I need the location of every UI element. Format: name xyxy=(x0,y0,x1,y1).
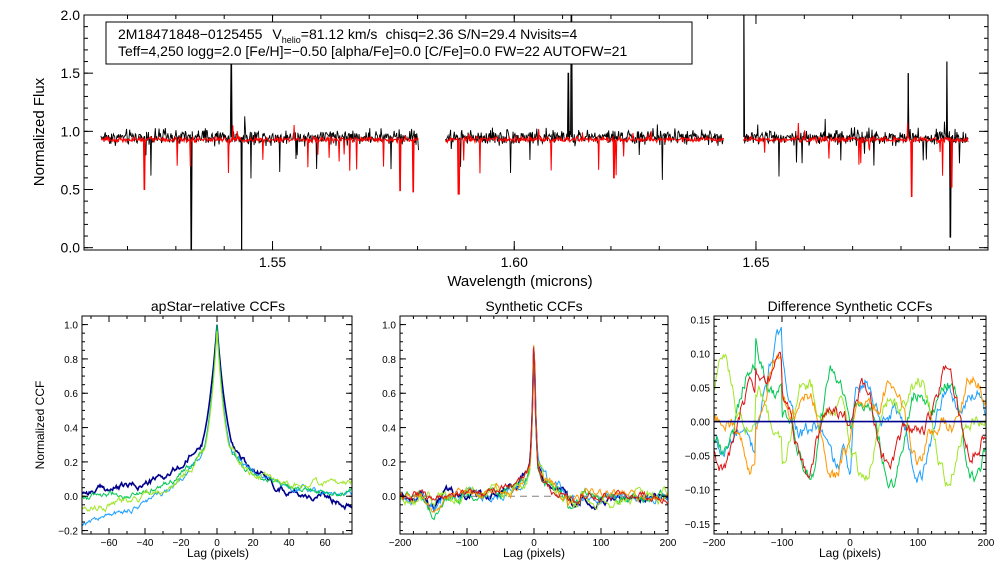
ccf-synthetic-title: Synthetic CCFs xyxy=(485,298,582,314)
ccf-apstar-title: apStar−relative CCFs xyxy=(151,298,285,314)
spectrum-series-synthetic xyxy=(100,124,419,193)
x-tick-label: −100 xyxy=(456,538,479,549)
ccf-synthetic-series-6 xyxy=(399,347,668,506)
x-tick-label: 60 xyxy=(319,538,331,549)
y-tick-label: 0.00 xyxy=(691,418,711,429)
ccf-difference-series-3 xyxy=(713,353,986,488)
x-tick-label: 100 xyxy=(593,538,610,549)
ccf-difference-series-5 xyxy=(713,351,986,479)
spectrum-series-group xyxy=(100,14,969,251)
x-tick-label: 1.55 xyxy=(259,254,286,270)
y-tick-label: 0.10 xyxy=(691,349,711,360)
x-tick-label: −200 xyxy=(389,538,412,549)
ccf-synthetic-series-4 xyxy=(399,348,668,510)
ccf-apstar-y-axis-label: Normalized CCF xyxy=(33,381,47,470)
y-tick-label: 1.0 xyxy=(61,123,81,139)
x-tick-label: 1.65 xyxy=(742,254,769,270)
annotation-v-value: =81.12 km/s xyxy=(301,26,378,42)
ccf-apstar-series-4 xyxy=(81,330,353,513)
ccf-synthetic-x-axis-label: Lag (pixels) xyxy=(503,546,565,560)
annotation-v-subscript: helio xyxy=(282,35,301,45)
ccf-difference-series-1 xyxy=(713,326,986,483)
ccf-difference-x-axis-label: Lag (pixels) xyxy=(819,546,881,560)
y-tick-label: 0.6 xyxy=(382,389,396,400)
y-tick-label: 0.0 xyxy=(61,240,81,256)
x-tick-label: 20 xyxy=(247,538,259,549)
x-tick-label: 200 xyxy=(978,538,995,549)
ccf-difference-series-2 xyxy=(713,338,986,490)
spectrum-y-axis-label: Normalized Flux xyxy=(31,77,48,186)
y-tick-label: 0.5 xyxy=(61,182,81,198)
ccf-apstar-series-1 xyxy=(81,324,353,511)
y-tick-label: 0.8 xyxy=(64,355,78,366)
spectrum-annotation-line2: Teff=4,250 logg=2.0 [Fe/H]=−0.50 [alpha/… xyxy=(118,43,627,59)
y-tick-label: 0.4 xyxy=(382,424,396,435)
y-tick-label: 0.2 xyxy=(382,458,396,469)
ccf-apstar-panel: apStar−relative CCFs −60 −40 −20 0 20 40 60 −0.… xyxy=(33,298,353,560)
spectrum-series-synthetic xyxy=(445,129,725,195)
x-tick-label: −100 xyxy=(771,538,794,549)
ccf-difference-axis-ticks: −200 −100 0 100 200 −0.15 −0.10 −0.05 0.00 0.05 0.… xyxy=(685,315,995,549)
ccf-apstar-series-2 xyxy=(81,329,353,527)
x-tick-label: 0 xyxy=(531,538,537,549)
spectrum-plot-frame xyxy=(83,14,989,251)
y-tick-label: −0.15 xyxy=(685,520,711,531)
x-tick-label: −40 xyxy=(137,538,154,549)
annotation-v-label: V xyxy=(272,26,282,42)
y-tick-label: 2.0 xyxy=(61,7,81,23)
ccf-difference-panel: Difference Synthetic CCFs −200 −100 0 100 20… xyxy=(685,298,995,560)
y-tick-label: 0.05 xyxy=(691,384,711,395)
x-tick-label: 1.60 xyxy=(501,254,528,270)
x-tick-label: 0 xyxy=(847,538,853,549)
y-tick-label: 0.15 xyxy=(691,315,711,326)
x-tick-label: −60 xyxy=(101,538,118,549)
x-tick-label: 0 xyxy=(214,538,220,549)
ccf-apstar-series-group xyxy=(81,324,353,527)
ccf-synthetic-series-group xyxy=(399,344,668,521)
spectrum-x-axis-label: Wavelength (microns) xyxy=(447,273,592,290)
y-tick-label: 1.5 xyxy=(61,65,81,81)
annotation-star-id: 2M18471848−0125455 xyxy=(118,26,263,42)
ccf-apstar-axis-ticks: −60 −40 −20 0 20 40 60 −0.2 0.0 0.2 0.4 0.6 0.8 1.0 xyxy=(58,315,352,549)
y-tick-label: 0.6 xyxy=(64,389,78,400)
ccf-apstar-x-axis-label: Lag (pixels) xyxy=(187,546,249,560)
y-tick-label: 1.0 xyxy=(382,321,396,332)
annotation-stats: chisq=2.36 S/N=29.4 Nvisits=4 xyxy=(385,26,577,42)
y-tick-label: 0.4 xyxy=(64,424,78,435)
spectrum-axis-ticks: 1.55 1.60 1.65 0.0 0.5 1.0 1.5 2.0 xyxy=(61,7,988,270)
ccf-synthetic-axis-ticks: −200 −100 0 100 200 0.0 0.2 0.4 0.6 0.8 1.0 xyxy=(382,315,677,549)
x-tick-label: −200 xyxy=(703,538,726,549)
y-tick-label: 1.0 xyxy=(64,321,78,332)
ccf-difference-title: Difference Synthetic CCFs xyxy=(768,298,933,314)
y-tick-label: 0.8 xyxy=(382,355,396,366)
x-tick-label: 40 xyxy=(283,538,295,549)
y-tick-label: 0.0 xyxy=(382,492,396,503)
x-tick-label: 100 xyxy=(910,538,927,549)
y-tick-label: −0.2 xyxy=(58,527,78,538)
x-tick-label: 200 xyxy=(660,538,677,549)
y-tick-label: −0.10 xyxy=(685,486,711,497)
y-tick-label: 0.0 xyxy=(64,492,78,503)
ccf-difference-series-4 xyxy=(713,353,986,479)
spectrum-series-observed xyxy=(743,14,969,238)
ccf-difference-series-group xyxy=(713,326,986,490)
spectrum-annotation-line1: 2M18471848−0125455 Vhelio=81.12 km/s chisq… xyxy=(118,26,577,45)
spectrum-panel: 1.55 1.60 1.65 0.0 0.5 1.0 1.5 2.0 2M18471848−0… xyxy=(31,7,989,290)
spectrum-series-synthetic xyxy=(742,122,969,197)
ccf-apstar-series-3 xyxy=(81,324,353,501)
spectrum-series-observed xyxy=(100,61,419,251)
ccf-apstar-plot-frame xyxy=(81,315,353,535)
y-tick-label: 0.2 xyxy=(64,458,78,469)
x-tick-label: −20 xyxy=(173,538,190,549)
spectrum-annotation-box xyxy=(105,21,693,65)
ccf-synthetic-panel: Synthetic CCFs −200 −100 0 100 200 0.0 0.2 0.4 0… xyxy=(382,298,677,560)
spectrum-series-observed xyxy=(445,14,724,180)
y-tick-label: −0.05 xyxy=(685,452,711,463)
